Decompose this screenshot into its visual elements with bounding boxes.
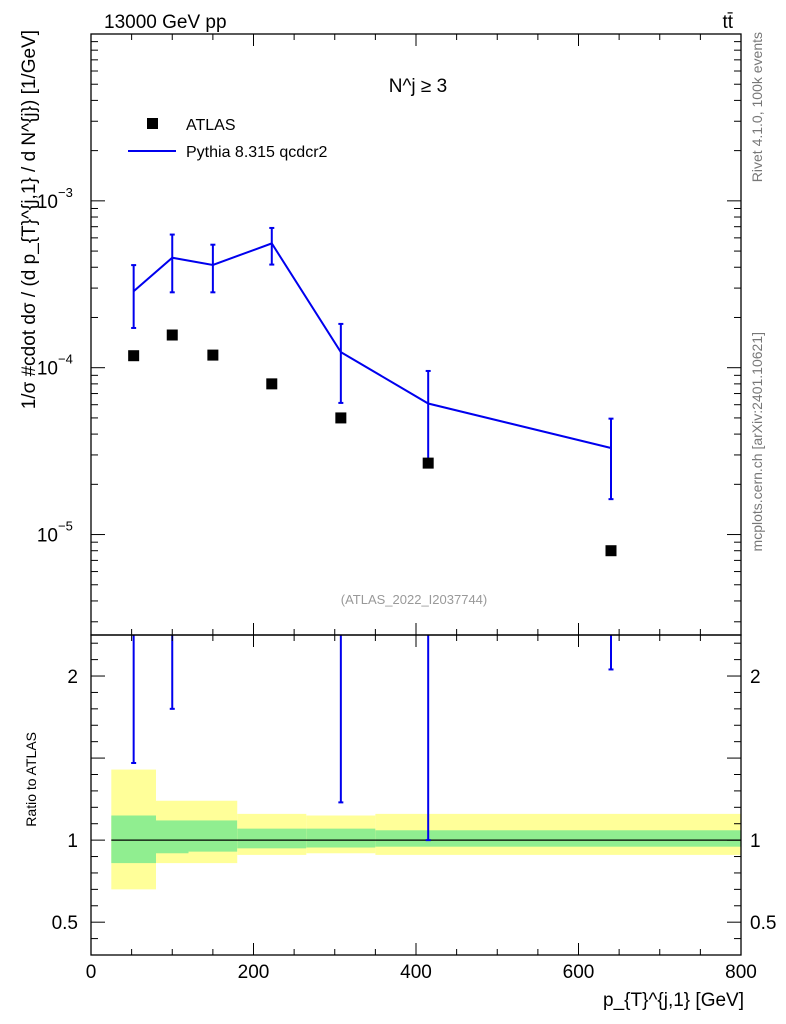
ratio-y-axis-label: Ratio to ATLAS (23, 732, 39, 827)
process-label: tt̄ (722, 12, 733, 33)
ratio-band-stat (111, 815, 156, 864)
x-tick-label: 400 (400, 962, 432, 983)
axis-ticks (90, 33, 742, 956)
ratio-y-tick-label-right: 1 (750, 831, 761, 852)
atlas-data-point (605, 545, 617, 557)
main-series (128, 226, 617, 557)
y-tick-label: 10 (37, 526, 58, 547)
y-axis-label: 1/σ #cdot dσ / (d p_{T}^{j,1} / d N^{j})… (19, 30, 40, 409)
x-tick-label: 0 (86, 962, 97, 983)
atlas-data-point (266, 378, 278, 390)
ratio-y-tick-label: 1 (67, 831, 78, 852)
x-tick-label: 600 (563, 962, 595, 983)
ratio-y-tick-label-right: 2 (750, 667, 761, 688)
ratio-band-stat (481, 830, 741, 847)
tick-labels: 10−510−410 −30.5 0.51 12 20 200 400 600 800 (37, 185, 777, 983)
x-tick-label: 200 (238, 962, 270, 983)
ratio-y-tick-label: 2 (67, 667, 78, 688)
ratio-bands (111, 769, 741, 890)
ratio-y-tick-label: 0.5 (52, 913, 78, 934)
atlas-data-point (128, 350, 140, 362)
legend-mc-label: Pythia 8.315 qcdcr2 (186, 144, 328, 161)
ratio-band-stat (237, 828, 307, 849)
y-tick-label-exponent: −3 (58, 185, 73, 200)
ratio-frame (90, 634, 742, 956)
x-tick-label: 800 (725, 962, 757, 983)
ratio-series (131, 635, 614, 842)
y-tick-label: 10 (37, 359, 58, 380)
legend-atlas-label: ATLAS (186, 117, 236, 134)
mc-line (133, 242, 612, 450)
y-tick-label: 10 (37, 192, 58, 213)
atlas-data-point (335, 412, 347, 424)
atlas-data-point (422, 457, 434, 469)
x-axis-label: p_{T}^{j,1} [GeV] (603, 990, 744, 1011)
ratio-band-stat (306, 828, 376, 848)
atlas-data-point (166, 329, 178, 341)
beam-label: 13000 GeV pp (104, 12, 227, 33)
source-label: mcplots.cern.ch [arXiv:2401.10621] (749, 332, 765, 551)
rivet-version-label: Rivet 4.1.0, 100k events (749, 32, 765, 182)
legend-atlas-marker (147, 118, 158, 129)
ratio-band-stat (156, 820, 189, 854)
atlas-data-point (207, 349, 219, 361)
ratio-band-stat (188, 820, 238, 852)
legend: ATLAS Pythia 8.315 qcdcr2 (128, 117, 328, 161)
panel-title: N^j ≥ 3 (389, 76, 447, 97)
ratio-y-tick-label-right: 0.5 (750, 913, 776, 934)
y-tick-label-exponent: −4 (58, 352, 73, 367)
y-tick-label-exponent: −5 (58, 519, 73, 534)
analysis-watermark: (ATLAS_2022_I2037744) (341, 592, 487, 607)
